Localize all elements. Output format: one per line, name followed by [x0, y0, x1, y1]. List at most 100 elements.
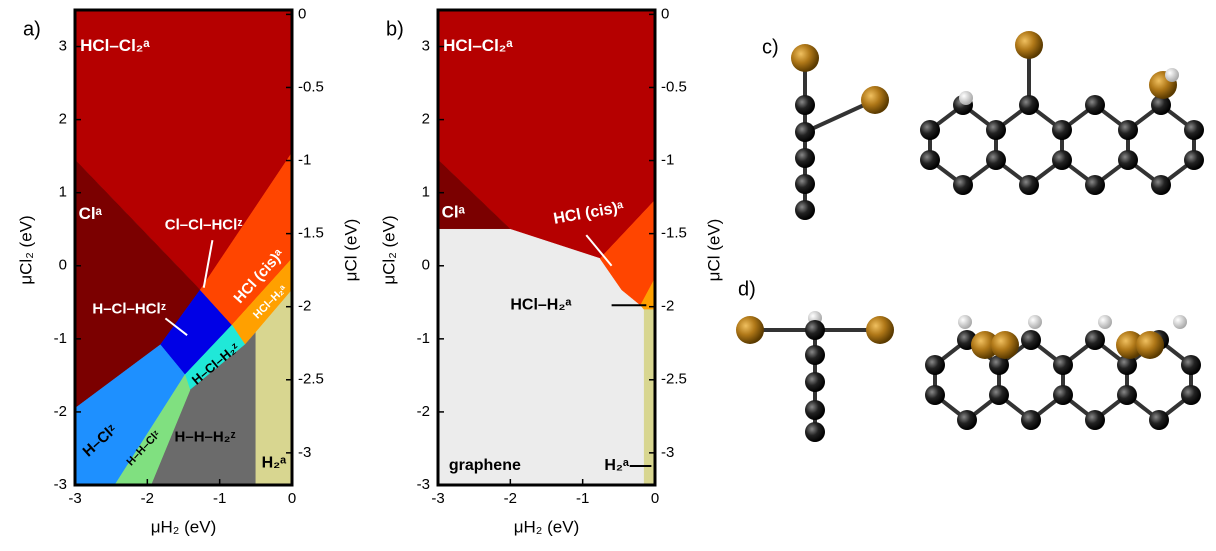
y-tick-label: -1	[417, 330, 430, 347]
y2-tick-label: -2.5	[661, 371, 687, 388]
atom	[1085, 410, 1105, 430]
atom	[1181, 355, 1201, 375]
atom	[1085, 175, 1105, 195]
y2-tick-label: -1.5	[661, 225, 687, 242]
atom	[953, 175, 973, 195]
region-label: Cl–Cl–HClᶻ	[165, 217, 243, 234]
atom	[805, 320, 825, 340]
x-tick-label: -1	[213, 490, 226, 507]
atom	[805, 400, 825, 420]
atom	[925, 355, 945, 375]
y2-tick-label: -2	[661, 298, 674, 315]
atom	[795, 122, 815, 142]
region-label: H–Cl–HClᶻ	[92, 301, 166, 318]
atom	[1019, 95, 1039, 115]
atom	[1053, 385, 1073, 405]
region-label: HCl–Cl₂ᵃ	[80, 36, 150, 55]
atom	[1098, 315, 1112, 329]
y2-tick-label: -0.5	[298, 78, 324, 95]
region-label: H–H–H₂ᶻ	[175, 428, 236, 445]
atom	[1151, 175, 1171, 195]
atom	[795, 148, 815, 168]
region-label: graphene	[449, 457, 521, 474]
atom	[1019, 175, 1039, 195]
y-tick-label: 2	[59, 111, 67, 128]
panel-label: b)	[386, 18, 404, 40]
atom	[866, 316, 894, 344]
y2-axis-label: μCl (eV)	[704, 219, 723, 282]
y-tick-label: 1	[59, 184, 67, 201]
panel-label: c)	[762, 36, 779, 58]
region-label: H₂ᵃ	[262, 454, 287, 471]
y-tick-label: -1	[54, 330, 67, 347]
y-tick-label: -3	[54, 476, 67, 493]
panel-label: d)	[738, 278, 756, 300]
figure: c) d) HCl–Cl₂ᵃClᵃCl–Cl–HClᶻH–Cl–HClᶻHCl …	[0, 0, 1216, 546]
x-axis-label: μH₂ (eV)	[151, 517, 217, 536]
atom	[1085, 330, 1105, 350]
y-tick-label: 3	[59, 38, 67, 55]
phase-region	[644, 310, 655, 485]
atom	[795, 95, 815, 115]
x-tick-label: -2	[141, 490, 154, 507]
atom	[986, 150, 1006, 170]
y2-tick-label: -3	[661, 444, 674, 461]
atom	[736, 316, 764, 344]
x-tick-label: -3	[431, 490, 444, 507]
y-axis-label: μCl₂ (eV)	[379, 215, 398, 284]
region-label: HCl–H₂ᵃ	[510, 296, 571, 313]
atom	[986, 120, 1006, 140]
atom	[1021, 330, 1041, 350]
region-label: Clᵃ	[442, 203, 466, 222]
region-label: HCl–Cl₂ᵃ	[443, 36, 513, 55]
atom	[805, 345, 825, 365]
atom	[958, 315, 972, 329]
region-label: H₂ᵃ	[604, 457, 629, 474]
atom	[1021, 410, 1041, 430]
atom	[989, 385, 1009, 405]
atom	[920, 150, 940, 170]
atom	[957, 410, 977, 430]
atom	[861, 86, 889, 114]
atom	[1149, 410, 1169, 430]
atom	[1184, 120, 1204, 140]
x-tick-label: 0	[651, 490, 659, 507]
y2-tick-label: -1.5	[298, 225, 324, 242]
atom	[1173, 315, 1187, 329]
region-label: Clᵃ	[79, 204, 103, 223]
phase-diagram: HCl–Cl₂ᵃClᵃCl–Cl–HClᶻH–Cl–HClᶻHCl (cis)ᵃ…	[16, 5, 360, 536]
atom	[795, 200, 815, 220]
atom	[959, 91, 973, 105]
atom	[805, 372, 825, 392]
y2-tick-label: -2	[298, 298, 311, 315]
atom	[991, 331, 1019, 359]
x-tick-label: -1	[576, 490, 589, 507]
y-tick-label: 2	[422, 111, 430, 128]
y2-tick-label: -1	[298, 152, 311, 169]
y-tick-label: 1	[422, 184, 430, 201]
atom	[920, 120, 940, 140]
atom	[1052, 150, 1072, 170]
x-tick-label: -3	[68, 490, 81, 507]
y2-tick-label: -2.5	[298, 371, 324, 388]
atom	[795, 174, 815, 194]
y-tick-label: -3	[417, 476, 430, 493]
x-tick-label: 0	[288, 490, 296, 507]
y2-tick-label: 0	[661, 5, 669, 22]
y-tick-label: 0	[422, 257, 430, 274]
y-tick-label: 0	[59, 257, 67, 274]
panel-label: a)	[23, 18, 41, 40]
atom	[1117, 385, 1137, 405]
y-axis-label: μCl₂ (eV)	[16, 215, 35, 284]
y2-axis-label: μCl (eV)	[341, 219, 360, 282]
x-tick-label: -2	[504, 490, 517, 507]
atom	[805, 422, 825, 442]
atom	[1165, 68, 1179, 82]
y-tick-label: 3	[422, 38, 430, 55]
atom	[1085, 95, 1105, 115]
atom	[1053, 355, 1073, 375]
atom	[1015, 31, 1043, 59]
y-tick-label: -2	[417, 403, 430, 420]
x-axis-label: μH₂ (eV)	[514, 517, 580, 536]
